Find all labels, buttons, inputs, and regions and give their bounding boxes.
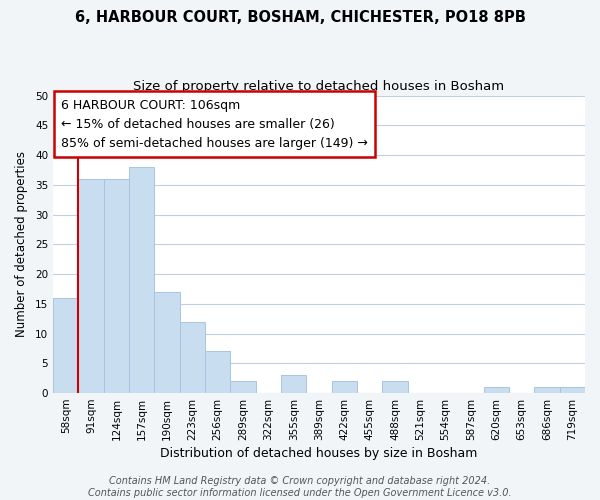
Y-axis label: Number of detached properties: Number of detached properties bbox=[15, 152, 28, 338]
Bar bbox=[79, 179, 104, 393]
Bar bbox=[484, 387, 509, 393]
Title: Size of property relative to detached houses in Bosham: Size of property relative to detached ho… bbox=[133, 80, 505, 93]
Bar bbox=[230, 381, 256, 393]
Bar bbox=[104, 179, 129, 393]
Bar bbox=[281, 375, 307, 393]
Bar bbox=[205, 352, 230, 393]
Bar bbox=[129, 167, 154, 393]
Bar bbox=[535, 387, 560, 393]
Text: Contains HM Land Registry data © Crown copyright and database right 2024.
Contai: Contains HM Land Registry data © Crown c… bbox=[88, 476, 512, 498]
Bar bbox=[332, 381, 357, 393]
Bar bbox=[382, 381, 407, 393]
X-axis label: Distribution of detached houses by size in Bosham: Distribution of detached houses by size … bbox=[160, 447, 478, 460]
Text: 6 HARBOUR COURT: 106sqm
← 15% of detached houses are smaller (26)
85% of semi-de: 6 HARBOUR COURT: 106sqm ← 15% of detache… bbox=[61, 98, 368, 150]
Text: 6, HARBOUR COURT, BOSHAM, CHICHESTER, PO18 8PB: 6, HARBOUR COURT, BOSHAM, CHICHESTER, PO… bbox=[74, 10, 526, 25]
Bar bbox=[53, 298, 79, 393]
Bar bbox=[180, 322, 205, 393]
Bar bbox=[560, 387, 585, 393]
Bar bbox=[154, 292, 180, 393]
